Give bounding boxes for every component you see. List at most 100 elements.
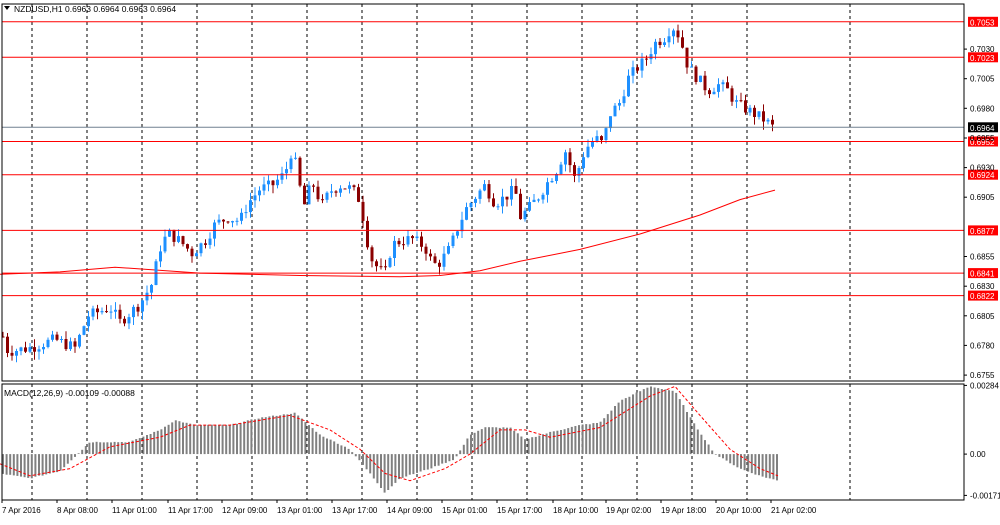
candle-body xyxy=(321,199,324,201)
candle xyxy=(483,180,486,192)
candle xyxy=(649,47,653,64)
candle xyxy=(46,337,50,349)
chart-title: NZDUSD,H1 0.6963 0.6964 0.6963 0.6964 xyxy=(14,4,176,14)
candle-body xyxy=(496,206,500,208)
macd-histogram-bar xyxy=(567,428,570,455)
candle xyxy=(744,94,747,115)
candle xyxy=(154,259,158,286)
candle-body xyxy=(429,253,432,257)
candle xyxy=(24,341,27,353)
macd-histogram-bar xyxy=(696,429,699,455)
candle xyxy=(271,180,275,194)
macd-histogram-bar xyxy=(599,421,602,455)
macd-histogram-bar xyxy=(754,454,757,475)
macd-histogram-bar xyxy=(585,424,588,454)
candle-body xyxy=(420,236,423,247)
candle xyxy=(564,149,567,172)
macd-histogram-bar xyxy=(308,425,310,454)
macd-histogram-bar xyxy=(408,454,411,475)
candle xyxy=(100,307,104,315)
candle-body xyxy=(748,107,752,113)
macd-histogram-bar xyxy=(117,442,120,455)
macd-histogram-bar xyxy=(41,454,44,476)
candle xyxy=(654,38,657,60)
time-axis-label: 13 Apr 17:00 xyxy=(332,506,378,515)
candle-body xyxy=(492,198,495,207)
candle-body xyxy=(64,339,68,350)
candle-body xyxy=(654,41,657,55)
candle xyxy=(343,188,347,190)
macd-histogram-bar xyxy=(372,454,375,479)
macd-histogram-bar xyxy=(185,422,188,455)
candle-body xyxy=(757,111,761,117)
macd-histogram-bar xyxy=(768,454,771,479)
candle-body xyxy=(132,306,135,318)
candle xyxy=(519,188,522,220)
time-axis-label: 13 Apr 01:00 xyxy=(277,506,323,515)
macd-histogram-bar xyxy=(192,424,195,454)
candle-body xyxy=(762,111,765,122)
candle xyxy=(258,186,261,202)
macd-histogram-bar xyxy=(423,454,426,471)
macd-histogram-bar xyxy=(495,427,498,455)
level-price-label: 0.7023 xyxy=(970,54,995,63)
macd-histogram-bar xyxy=(516,433,519,455)
macd-histogram-bar xyxy=(99,442,102,455)
candle-body xyxy=(663,42,666,45)
price-axis-label: 0.6905 xyxy=(970,193,995,202)
candle xyxy=(541,192,545,204)
candle-body xyxy=(600,136,603,141)
candle-body xyxy=(636,67,639,71)
candle-body xyxy=(330,191,333,193)
candle-body xyxy=(555,174,558,181)
candle xyxy=(469,201,473,212)
candle-body xyxy=(136,306,140,312)
macd-histogram-bar xyxy=(484,427,487,455)
macd-histogram-bar xyxy=(351,452,354,455)
macd-histogram-bar xyxy=(473,432,476,455)
macd-histogram-bar xyxy=(527,438,530,454)
candle xyxy=(267,175,270,192)
macd-histogram-bar xyxy=(5,454,8,475)
candle-body xyxy=(312,185,315,187)
candle xyxy=(411,235,414,244)
candle-body xyxy=(726,82,729,89)
candle-body xyxy=(69,341,72,350)
candle xyxy=(582,152,585,172)
macd-histogram-bar xyxy=(160,429,163,455)
candle xyxy=(114,302,117,319)
macd-histogram-bar xyxy=(502,427,505,455)
macd-histogram-bar xyxy=(549,431,552,454)
candle xyxy=(375,259,378,272)
candle-body xyxy=(289,158,293,170)
candle xyxy=(622,89,626,107)
macd-histogram-bar xyxy=(480,429,483,455)
candle-body xyxy=(253,195,257,201)
candle xyxy=(636,64,639,74)
macd-histogram-bar xyxy=(347,448,350,454)
candle-body xyxy=(352,185,356,188)
candle xyxy=(334,190,338,197)
candle xyxy=(388,256,392,268)
candle xyxy=(181,235,185,247)
candle xyxy=(577,165,581,183)
candle-body xyxy=(280,173,284,180)
macd-histogram-bar xyxy=(657,388,660,455)
macd-histogram-bar xyxy=(444,454,447,463)
macd-histogram-bar xyxy=(124,442,127,455)
macd-histogram-bar xyxy=(290,413,292,455)
candle-body xyxy=(604,128,608,140)
macd-histogram-bar xyxy=(232,423,235,455)
candle xyxy=(55,331,59,342)
macd-histogram-bar xyxy=(34,454,37,477)
macd-histogram-bar xyxy=(776,454,778,481)
candle-body xyxy=(267,180,270,185)
candle xyxy=(91,305,95,321)
candle xyxy=(379,258,383,270)
candle xyxy=(276,174,279,189)
macd-histogram-bar xyxy=(455,454,458,457)
triangle-down-icon[interactable] xyxy=(4,6,10,10)
macd-histogram-bar xyxy=(682,405,685,454)
time-axis-label: 8 Apr 08:00 xyxy=(57,506,98,515)
